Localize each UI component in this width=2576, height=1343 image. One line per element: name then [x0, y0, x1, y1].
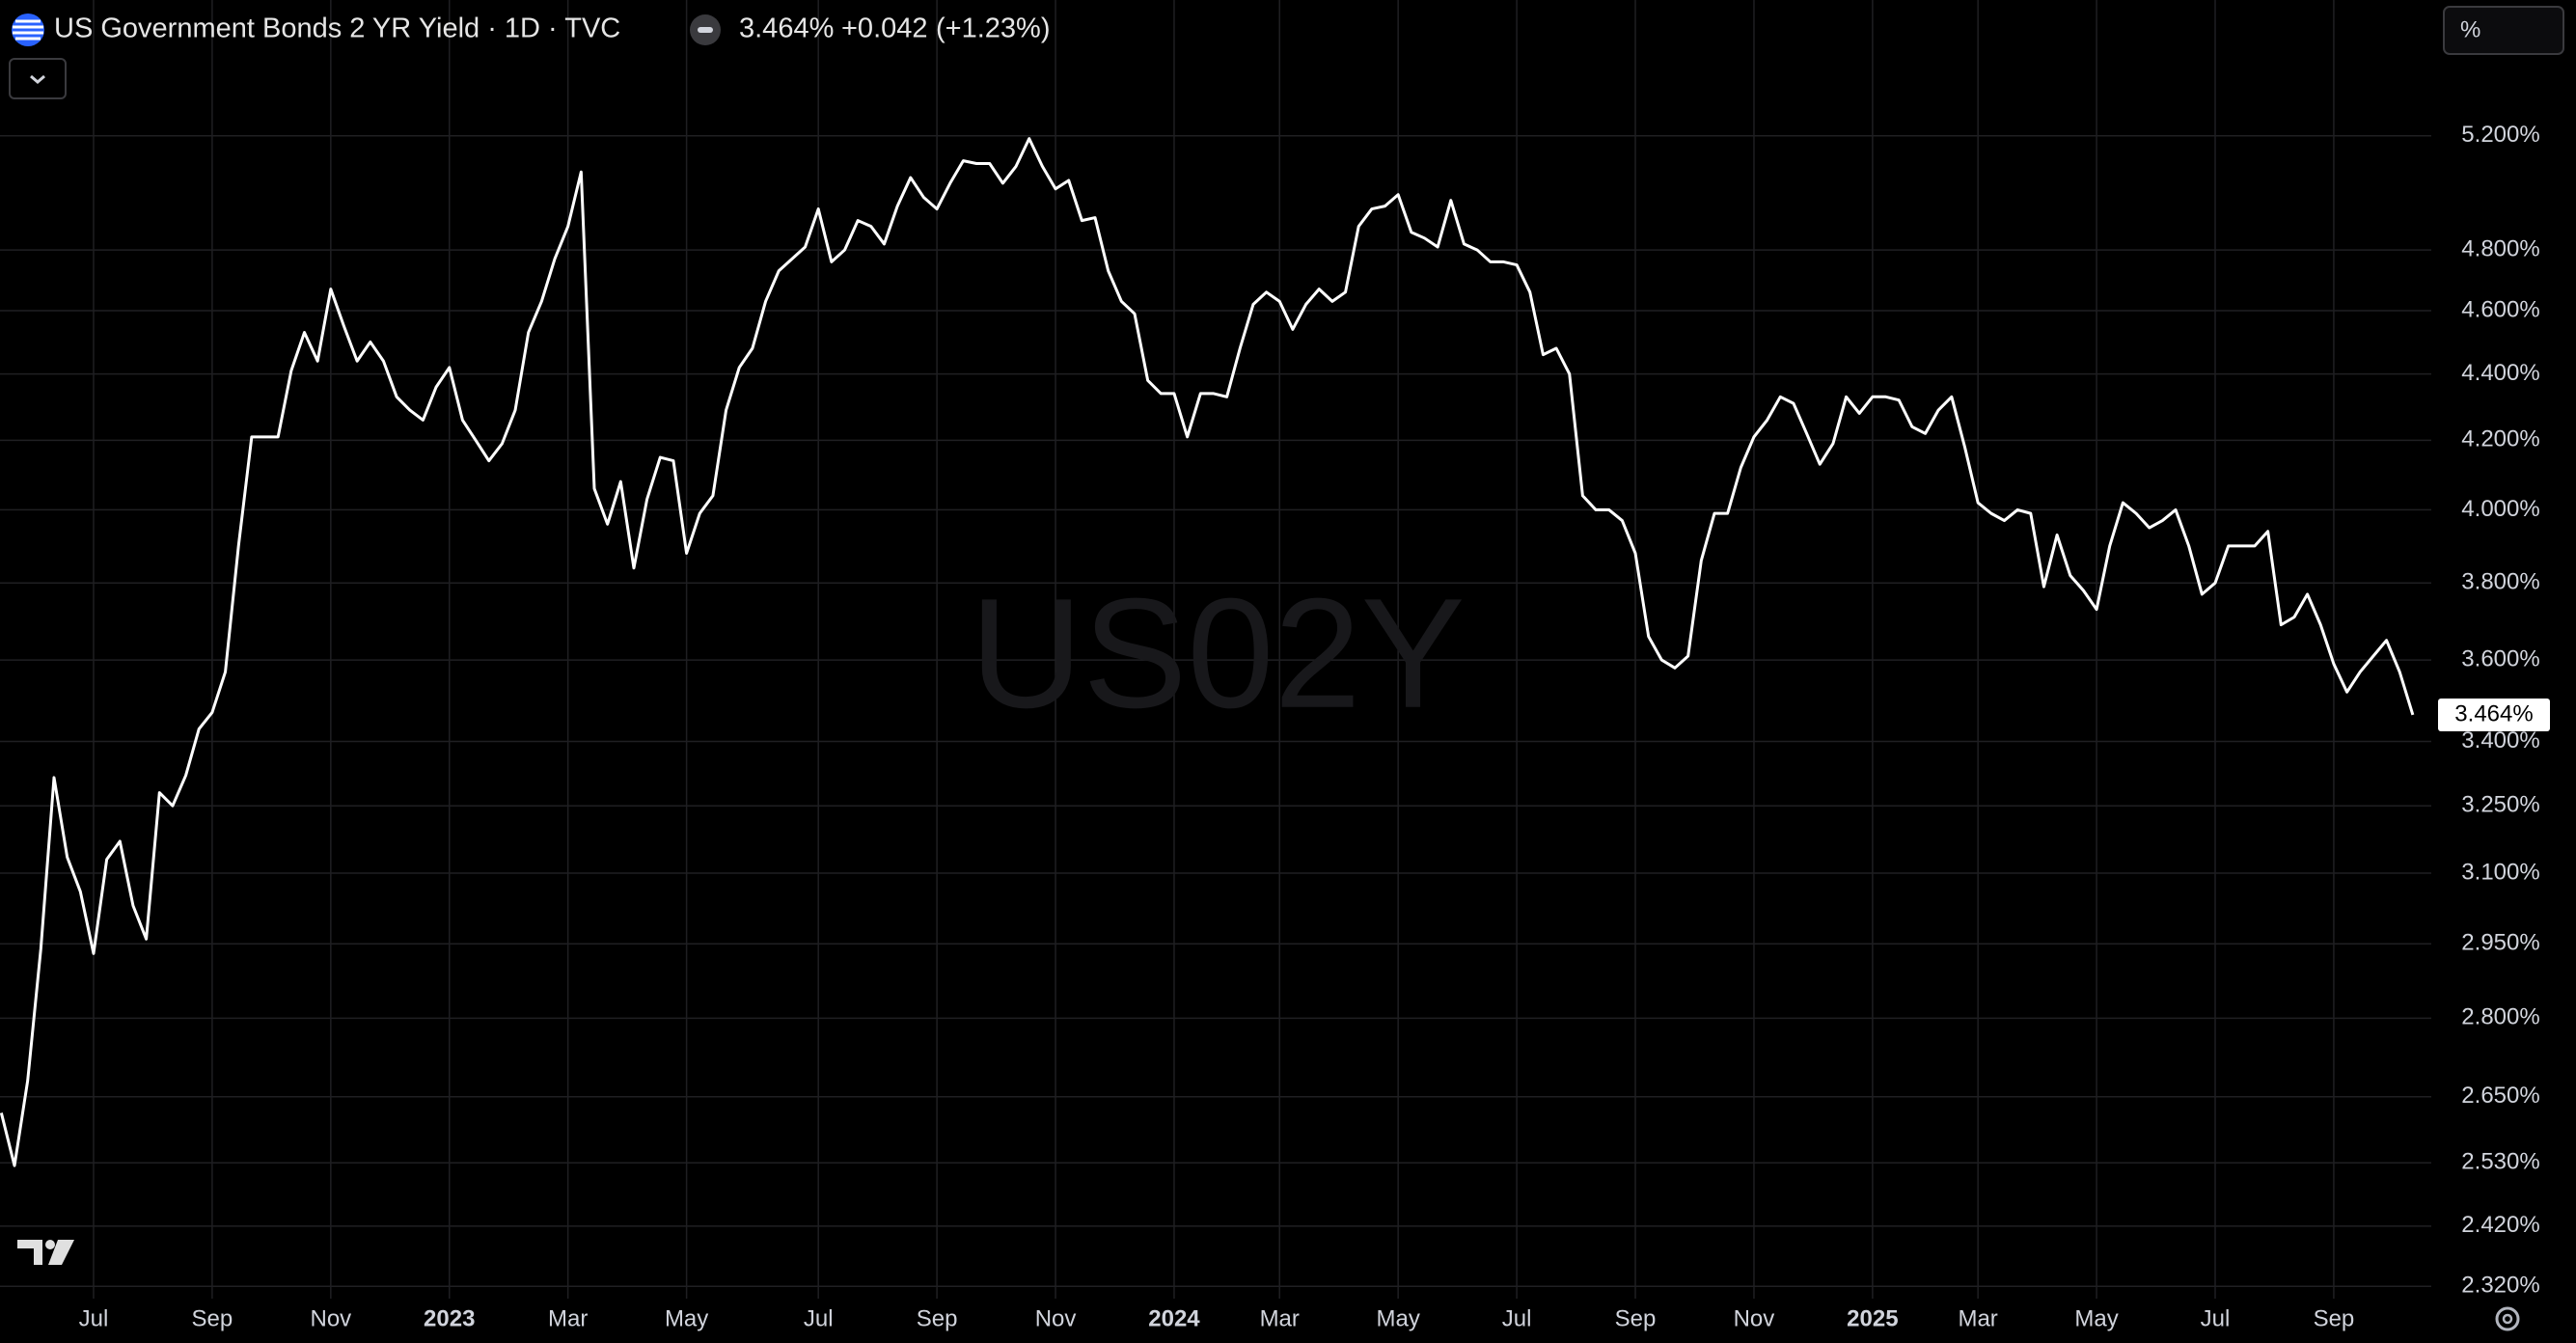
collapse-button-box[interactable]	[9, 58, 67, 99]
unit-button[interactable]: %	[2443, 6, 2564, 55]
chevron	[30, 74, 45, 84]
y-tick-label: 3.100%	[2461, 859, 2539, 885]
tv-logo[interactable]	[17, 1240, 74, 1265]
x-tick-label: Nov	[1035, 1305, 1077, 1331]
flag-stripes	[13, 19, 43, 41]
x-tick-label: Jul	[1502, 1305, 1532, 1331]
y-tick-label: 2.530%	[2461, 1149, 2539, 1175]
y-tick-label: 2.650%	[2461, 1083, 2539, 1109]
x-tick-label: 2025	[1847, 1305, 1898, 1331]
legend-header: US Government Bonds 2 YR Yield · 1D · TV…	[12, 14, 1050, 46]
plot-area	[0, 137, 2415, 1167]
y-tick-label: 3.400%	[2461, 727, 2539, 754]
x-tick-label: 2023	[424, 1305, 475, 1331]
x-tick-label: Mar	[1958, 1305, 1997, 1331]
x-tick-label: Sep	[1615, 1305, 1657, 1331]
price-tag-label: 3.464%	[2454, 700, 2533, 726]
y-tick-label: 4.200%	[2461, 426, 2539, 452]
x-tick-label: Nov	[1734, 1305, 1775, 1331]
unit-button-box[interactable]	[2443, 6, 2564, 55]
x-tick-label: May	[2074, 1305, 2118, 1331]
logo-v	[48, 1240, 74, 1265]
yield-line	[0, 137, 2415, 1167]
settings-button[interactable]	[2495, 1306, 2520, 1331]
x-tick-label: 2024	[1148, 1305, 1200, 1331]
x-tick-label: Sep	[192, 1305, 233, 1331]
unit-label: %	[2460, 16, 2480, 42]
price-tag	[2438, 698, 2550, 731]
gear-icon[interactable]	[2495, 1306, 2520, 1331]
y-tick-label: 4.600%	[2461, 296, 2539, 322]
x-tick-label: Mar	[1260, 1305, 1300, 1331]
price-change-pct: (+1.23%)	[936, 14, 1050, 44]
status-icon-bar	[698, 27, 713, 33]
y-tick-label: 2.800%	[2461, 1004, 2539, 1030]
x-tick-label: Sep	[917, 1305, 958, 1331]
grid	[0, 0, 2431, 1299]
x-tick-label: May	[1376, 1305, 1419, 1331]
last-price: 3.464%	[739, 14, 834, 44]
price-change: +0.042	[841, 14, 928, 44]
y-tick-label: 4.800%	[2461, 235, 2539, 261]
y-tick-label: 2.320%	[2461, 1273, 2539, 1299]
collapse-button[interactable]	[9, 58, 67, 99]
y-tick-label: 3.600%	[2461, 645, 2539, 672]
logo-dot	[45, 1240, 55, 1249]
y-tick-label: 2.950%	[2461, 930, 2539, 956]
gear-center	[2502, 1313, 2513, 1325]
x-tick-label: Jul	[79, 1305, 109, 1331]
y-tick-label: 4.000%	[2461, 496, 2539, 522]
watermark: US02Y	[970, 566, 1465, 741]
y-tick-label: 5.200%	[2461, 122, 2539, 148]
y-tick-label: 3.800%	[2461, 569, 2539, 595]
flag-icon	[12, 14, 44, 46]
symbol-title: US Government Bonds 2 YR Yield · 1D · TV…	[54, 14, 620, 44]
x-tick-label: Jul	[2201, 1305, 2231, 1331]
x-tick-label: May	[665, 1305, 708, 1331]
y-tick-label: 4.400%	[2461, 360, 2539, 386]
y-tick-label: 2.420%	[2461, 1212, 2539, 1238]
x-tick-label: Sep	[2314, 1305, 2355, 1331]
x-tick-label: Jul	[804, 1305, 834, 1331]
x-tick-label: Mar	[548, 1305, 588, 1331]
y-tick-label: 3.250%	[2461, 792, 2539, 818]
logo-t	[17, 1240, 42, 1265]
x-tick-label: Nov	[310, 1305, 351, 1331]
